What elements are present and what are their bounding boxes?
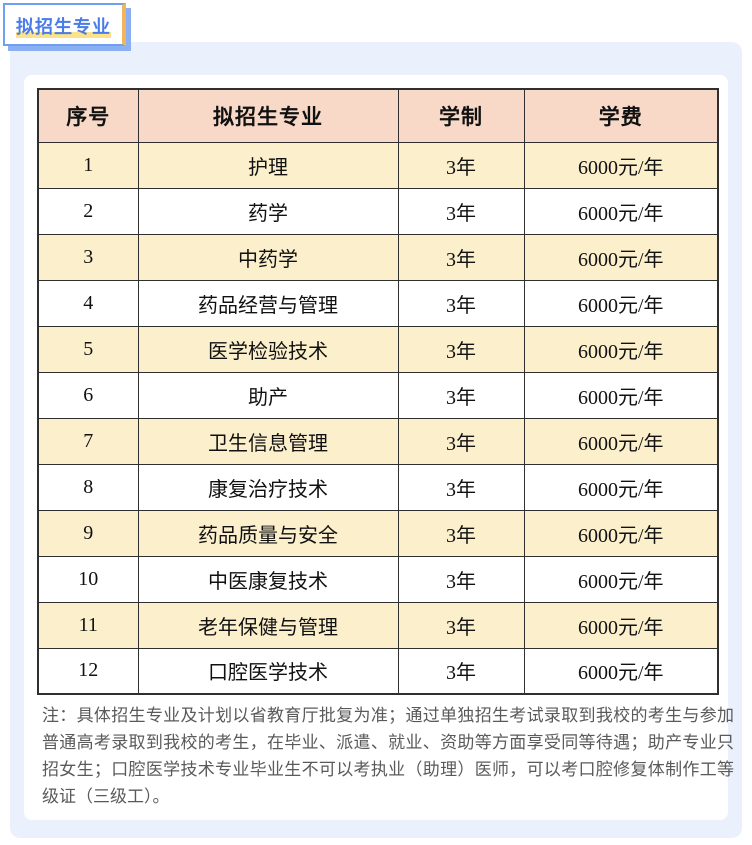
cell-duration: 3年: [397, 371, 525, 419]
cell-major: 医学检验技术: [137, 325, 399, 373]
cell-major: 药品经营与管理: [137, 279, 399, 327]
cell-major: 护理: [137, 141, 399, 189]
table-row: 2 药学 3年 6000元/年: [37, 187, 719, 235]
cell-major: 药品质量与安全: [137, 509, 399, 557]
cell-major: 助产: [137, 371, 399, 419]
cell-major: 中药学: [137, 233, 399, 281]
note-text: 注：具体招生专业及计划以省教育厅批复为准；通过单独招生考试录取到我校的考生与参加…: [42, 706, 734, 806]
table-header-row: 序号 拟招生专业 学制 学费: [37, 88, 719, 143]
cell-duration: 3年: [397, 233, 525, 281]
table-row: 10 中医康复技术 3年 6000元/年: [37, 555, 719, 603]
cell-major: 老年保健与管理: [137, 601, 399, 649]
column-header-duration: 学制: [397, 88, 525, 143]
cell-duration: 3年: [397, 325, 525, 373]
cell-no: 11: [37, 601, 139, 649]
cell-tuition: 6000元/年: [523, 279, 719, 327]
cell-tuition: 6000元/年: [523, 325, 719, 373]
column-header-major: 拟招生专业: [137, 88, 399, 143]
cell-no: 4: [37, 279, 139, 327]
cell-no: 6: [37, 371, 139, 419]
cell-tuition: 6000元/年: [523, 509, 719, 557]
section-tab[interactable]: 拟招生专业: [3, 3, 126, 46]
column-header-tuition: 学费: [523, 88, 719, 143]
cell-duration: 3年: [397, 417, 525, 465]
cell-no: 9: [37, 509, 139, 557]
cell-no: 1: [37, 141, 139, 189]
cell-duration: 3年: [397, 141, 525, 189]
table-row: 8 康复治疗技术 3年 6000元/年: [37, 463, 719, 511]
cell-tuition: 6000元/年: [523, 417, 719, 465]
cell-no: 5: [37, 325, 139, 373]
cell-no: 3: [37, 233, 139, 281]
table-row: 7 卫生信息管理 3年 6000元/年: [37, 417, 719, 465]
table-row: 3 中药学 3年 6000元/年: [37, 233, 719, 281]
cell-duration: 3年: [397, 187, 525, 235]
cell-tuition: 6000元/年: [523, 233, 719, 281]
table-row: 12 口腔医学技术 3年 6000元/年: [37, 647, 719, 695]
cell-duration: 3年: [397, 555, 525, 603]
cell-no: 2: [37, 187, 139, 235]
cell-duration: 3年: [397, 279, 525, 327]
table-body: 1 护理 3年 6000元/年 2 药学 3年 6000元/年 3 中药学 3年…: [37, 141, 719, 695]
cell-no: 12: [37, 647, 139, 695]
table-row: 4 药品经营与管理 3年 6000元/年: [37, 279, 719, 327]
table-row: 6 助产 3年 6000元/年: [37, 371, 719, 419]
cell-tuition: 6000元/年: [523, 187, 719, 235]
enrollment-table: 序号 拟招生专业 学制 学费 1 护理 3年 6000元/年 2 药学 3年 6…: [37, 88, 719, 695]
cell-duration: 3年: [397, 509, 525, 557]
cell-tuition: 6000元/年: [523, 555, 719, 603]
cell-major: 药学: [137, 187, 399, 235]
cell-major: 中医康复技术: [137, 555, 399, 603]
table-row: 5 医学检验技术 3年 6000元/年: [37, 325, 719, 373]
cell-tuition: 6000元/年: [523, 647, 719, 695]
table-row: 9 药品质量与安全 3年 6000元/年: [37, 509, 719, 557]
cell-duration: 3年: [397, 601, 525, 649]
cell-tuition: 6000元/年: [523, 371, 719, 419]
cell-major: 康复治疗技术: [137, 463, 399, 511]
cell-duration: 3年: [397, 647, 525, 695]
column-header-no: 序号: [37, 88, 139, 143]
cell-tuition: 6000元/年: [523, 141, 719, 189]
table-row: 11 老年保健与管理 3年 6000元/年: [37, 601, 719, 649]
cell-tuition: 6000元/年: [523, 463, 719, 511]
cell-duration: 3年: [397, 463, 525, 511]
table-row: 1 护理 3年 6000元/年: [37, 141, 719, 189]
content-card: 序号 拟招生专业 学制 学费 1 护理 3年 6000元/年 2 药学 3年 6…: [24, 75, 734, 820]
cell-no: 10: [37, 555, 139, 603]
cell-no: 8: [37, 463, 139, 511]
cell-major: 口腔医学技术: [137, 647, 399, 695]
cell-tuition: 6000元/年: [523, 601, 719, 649]
section-tab-label: 拟招生专业: [16, 17, 111, 38]
cell-major: 卫生信息管理: [137, 417, 399, 465]
cell-no: 7: [37, 417, 139, 465]
